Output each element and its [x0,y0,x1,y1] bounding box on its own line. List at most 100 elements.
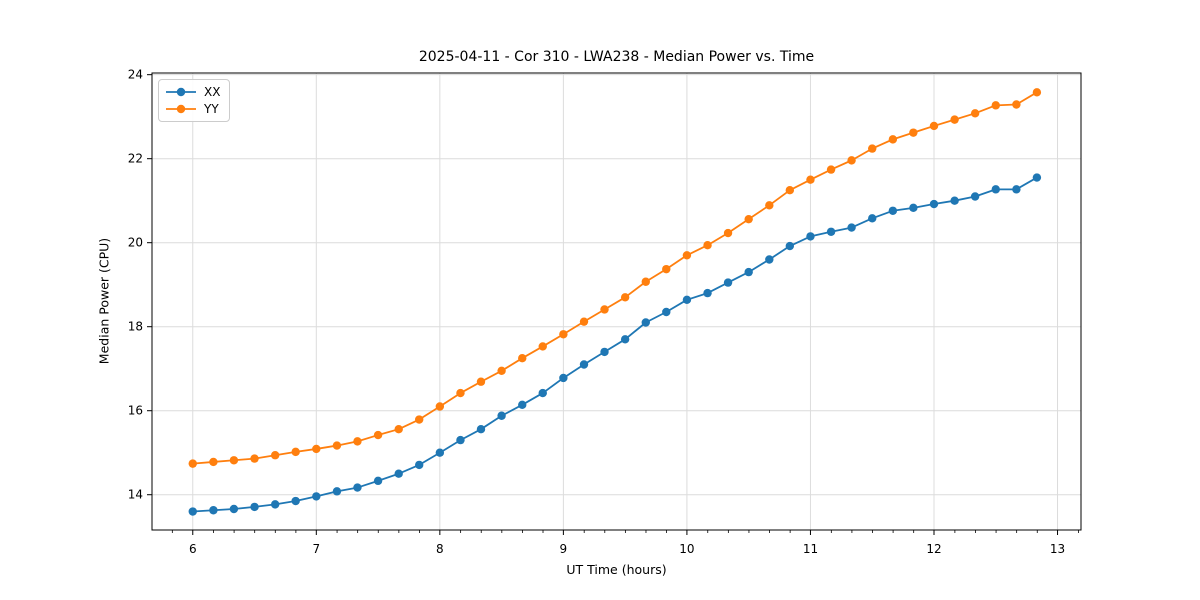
series-xx-marker [456,435,465,445]
series-xx-marker [476,424,486,434]
series-yy-marker [291,447,300,457]
series-xx-marker [250,502,259,512]
legend: XX YY [158,79,231,122]
series-yy-marker [662,264,671,274]
x-tick-label: 10 [679,542,694,556]
series-xx-marker [229,504,239,514]
series-xx-marker [1012,185,1021,194]
y-tick-label: 14 [128,488,143,502]
series-yy-marker [559,330,568,339]
legend-item-xx: XX [165,85,220,99]
series-yy-marker [826,165,836,174]
series-xx-marker [497,411,506,420]
y-tick-label: 18 [128,320,143,334]
series-yy-marker [373,430,383,440]
series-yy-marker [868,144,877,153]
series-xx-marker [332,487,342,496]
series-yy-marker [929,121,939,131]
series-yy-marker [1032,88,1042,97]
y-tick-label: 16 [128,404,143,418]
series-yy-marker [476,377,486,386]
series-yy-marker [497,366,506,376]
series-xx-marker [950,196,959,205]
series-xx-marker [806,232,815,241]
series-xx-marker [826,227,836,236]
series-xx-marker [188,507,197,516]
series-xx-marker [909,203,918,213]
series-yy-marker [188,459,197,468]
series-yy-marker [785,185,795,195]
series-yy-marker [950,115,959,124]
series-xx-marker [868,214,877,223]
series-xx-marker [291,496,300,506]
legend-sample-xx [166,87,196,97]
series-xx-marker [723,278,733,287]
x-tick-label: 6 [189,542,197,556]
series-yy-marker [744,214,753,224]
x-tick-label: 9 [560,542,568,556]
legend-sample-yy [166,104,196,114]
series-yy-line [192,91,1038,465]
series-yy-marker [353,437,362,446]
series-yy-marker [579,317,589,326]
legend-label-yy: YY [204,102,219,116]
series-xx-marker [559,373,568,383]
series-yy-marker [270,451,280,460]
y-tick-label: 22 [128,152,143,166]
y-tick-label: 24 [128,68,143,82]
series-yy-marker [620,293,630,302]
series-xx-marker [435,448,445,457]
series-yy-marker [435,402,445,411]
series-xx-marker [394,469,403,478]
series-xx-marker [888,206,898,215]
series-yy-marker [888,135,898,144]
series-yy-marker [765,201,774,210]
series-xx-marker [847,223,856,232]
series-yy-marker [538,342,547,351]
legend-item-yy: YY [165,102,220,116]
x-tick-label: 11 [803,542,818,556]
series-xx-marker [703,288,712,298]
series-xx-line [192,176,1038,513]
series-xx-marker [579,360,589,369]
x-tick-label: 7 [312,542,320,556]
series-xx-marker [662,307,671,317]
series-xx-marker [600,347,609,357]
series-yy-marker [332,441,342,450]
x-tick-label: 12 [926,542,941,556]
series-xx-marker [373,476,383,486]
series-xx-marker [415,460,424,470]
series-xx-marker [929,199,939,209]
series-yy-marker [682,251,692,260]
series-yy-marker [394,424,403,434]
series-xx-marker [1032,173,1042,182]
series-xx-marker [970,192,980,201]
series-yy-marker [991,101,1000,110]
series-xx-marker [270,500,280,509]
series-yy-marker [415,415,424,424]
series-xx-marker [353,483,362,492]
x-tick-label: 8 [436,542,444,556]
series-xx-marker [620,335,630,344]
series-yy-marker [229,456,239,465]
series-yy-marker [1012,100,1021,109]
series-xx-marker [785,241,795,251]
y-tick-label: 20 [128,236,143,250]
series-yy-marker [806,175,815,184]
series-xx-marker [765,255,774,264]
series-xx-marker [518,400,527,410]
series-yy-marker [456,388,465,398]
series-xx-marker [312,492,321,501]
series-yy-marker [518,354,527,363]
series-xx-marker [744,267,753,277]
series-xx-marker [538,388,547,398]
x-axis-label: UT Time (hours) [566,562,667,577]
x-tick-label: 13 [1050,542,1065,556]
axes-spines [151,72,1082,531]
series-yy-marker [250,454,259,463]
series-yy-marker [209,457,218,467]
series-yy-marker [723,228,733,238]
chart-title: 2025-04-11 - Cor 310 - LWA238 - Median P… [418,49,815,65]
